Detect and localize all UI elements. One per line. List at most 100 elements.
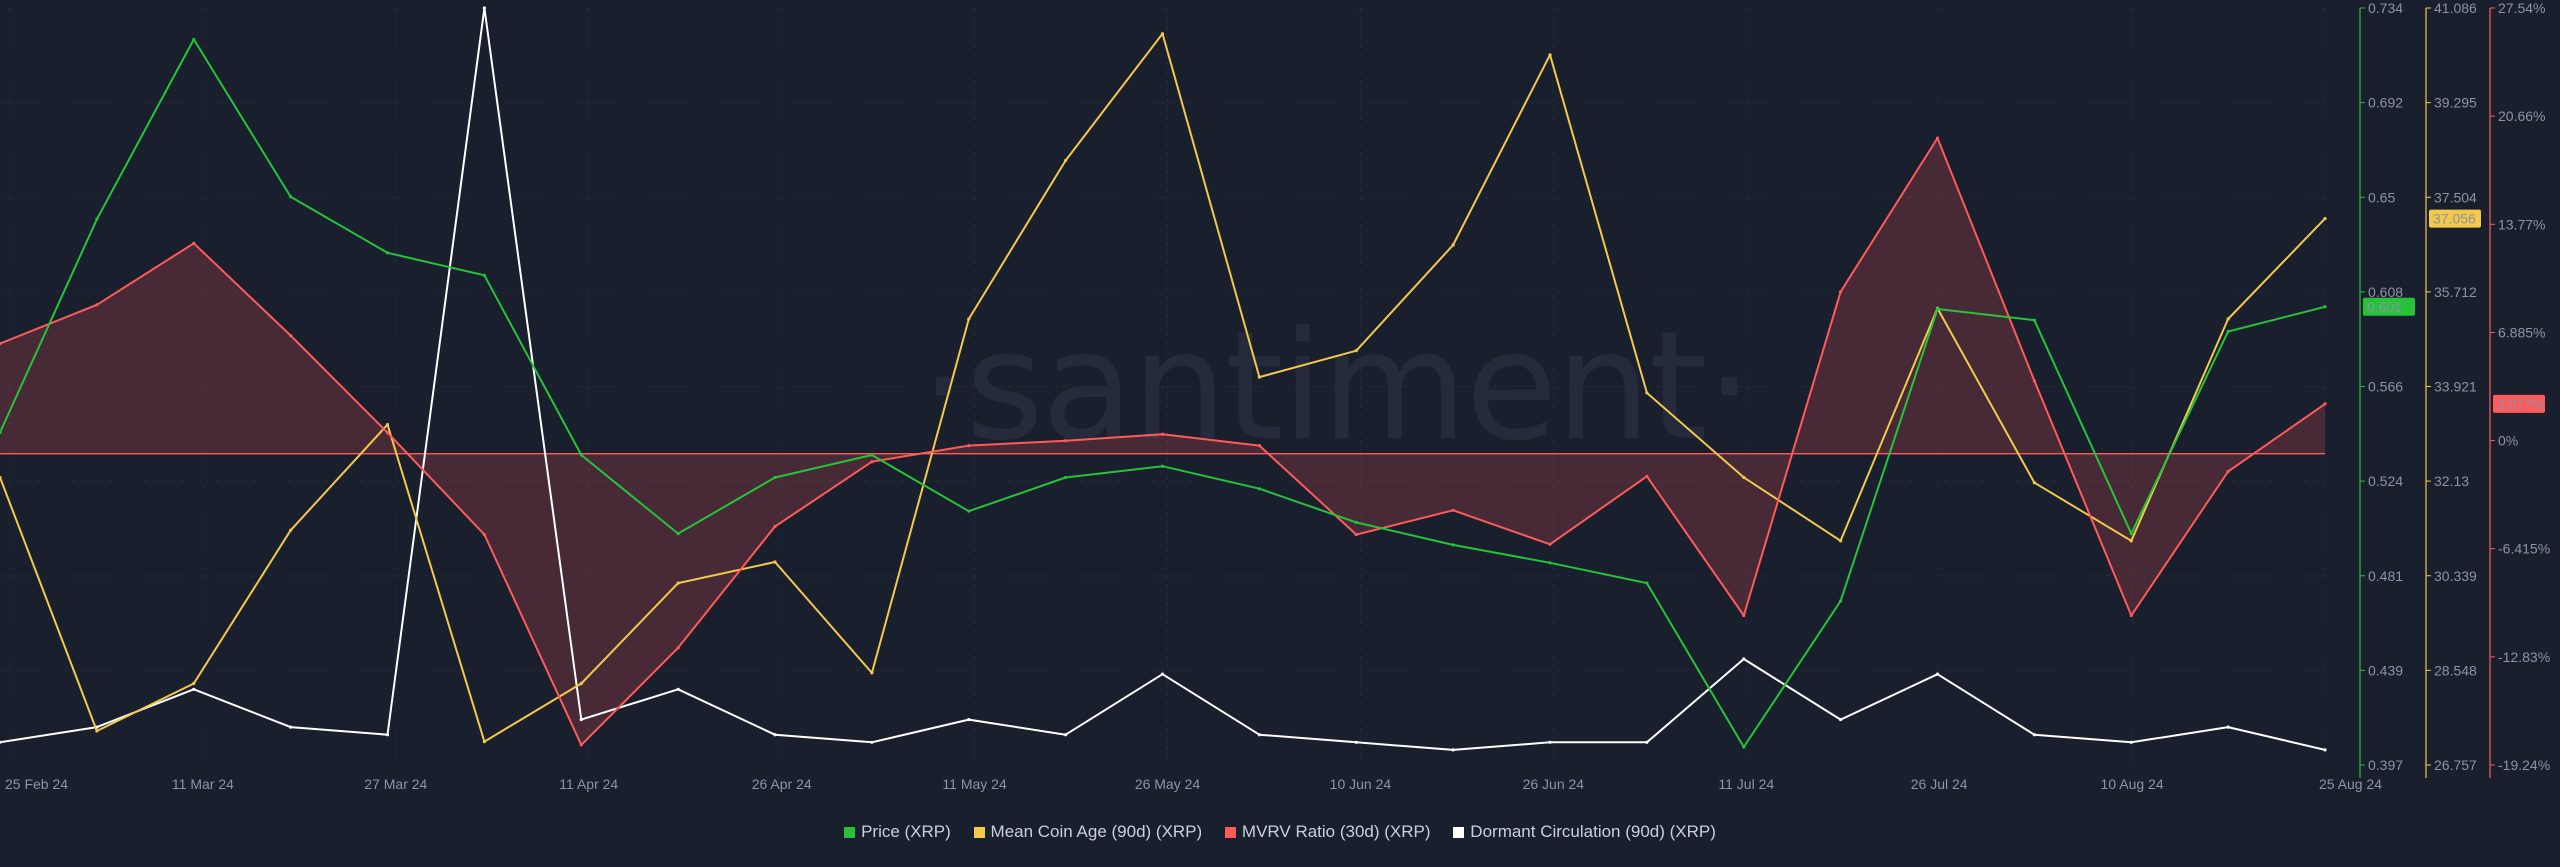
legend-item-mvrv[interactable]: MVRV Ratio (30d) (XRP) xyxy=(1224,822,1431,842)
x-tick-label: 27 Mar 24 xyxy=(364,776,427,792)
mvrv-current-value-tag: 3.077% xyxy=(2493,394,2545,413)
data-point-mvrv-ratio-30d-xrp xyxy=(289,333,293,338)
data-point-mean-coin-age-90d-xrp xyxy=(482,739,486,744)
axis-tick-label: 20.66% xyxy=(2498,108,2545,124)
y-axis-price: 0.734 0.692 0.65 0.608 0.566 0.524 0.481 0.439 0… xyxy=(2359,0,2403,778)
data-point-mvrv-ratio-30d-xrp xyxy=(1257,443,1261,448)
axis-tick-label: 0.734 xyxy=(2368,0,2403,16)
data-point-mvrv-ratio-30d-xrp xyxy=(192,241,196,245)
data-point-mvrv-ratio-30d-xrp xyxy=(967,443,971,448)
data-point-price-xrp xyxy=(1160,464,1165,468)
data-point-mvrv-ratio-30d-xrp xyxy=(95,303,99,307)
data-point-dormant-circulation-90d-xrp xyxy=(1839,717,1843,722)
data-point-dormant-circulation-90d-xrp xyxy=(1645,740,1649,744)
axis-tick-label: 0.566 xyxy=(2368,379,2403,395)
data-point-price-xrp xyxy=(967,509,971,513)
x-tick-label: 25 Feb 24 xyxy=(5,776,68,792)
data-point-dormant-circulation-90d-xrp xyxy=(2129,740,2133,744)
data-point-price-xrp xyxy=(1064,475,1068,480)
data-point-mean-coin-age-90d-xrp xyxy=(192,681,196,686)
legend-label-mean-coin-age: Mean Coin Age (90d) (XRP) xyxy=(990,822,1203,841)
axis-tick-label: 26.757 xyxy=(2434,757,2477,773)
x-tick-label: 10 Jun 24 xyxy=(1330,776,1392,792)
data-point-mean-coin-age-90d-xrp xyxy=(1742,475,1746,480)
data-point-mean-coin-age-90d-xrp xyxy=(289,528,293,532)
data-point-mean-coin-age-90d-xrp xyxy=(0,475,2,480)
x-tick-label: 11 Apr 24 xyxy=(559,776,618,792)
legend-item-dormant[interactable]: Dormant Circulation (90d) (XRP) xyxy=(1453,822,1716,842)
data-point-price-xrp xyxy=(95,217,99,221)
data-point-mvrv-ratio-30d-xrp xyxy=(1645,474,1649,478)
data-point-dormant-circulation-90d-xrp xyxy=(1354,740,1358,744)
data-point-mean-coin-age-90d-xrp xyxy=(1354,349,1358,353)
y-axis-mvrv: 27.54% 20.66% 13.77% 6.885% 0% -6.415% -12.83%… xyxy=(2489,0,2550,778)
axis-tick-label: 0.439 xyxy=(2368,662,2403,678)
data-point-mean-coin-age-90d-xrp xyxy=(2129,539,2133,543)
x-tick-label: 11 Mar 24 xyxy=(172,776,234,792)
data-point-mean-coin-age-90d-xrp xyxy=(2323,216,2327,221)
axis-tick-label: 0% xyxy=(2498,433,2518,449)
value-tag-text: 3.077% xyxy=(2497,396,2544,412)
x-tick-label: 26 Jul 24 xyxy=(1911,776,1968,792)
axis-tick-label: 0.608 xyxy=(2368,284,2403,300)
data-point-mvrv-ratio-30d-xrp xyxy=(482,532,486,537)
data-point-mean-coin-age-90d-xrp xyxy=(870,671,874,675)
data-point-price-xrp xyxy=(385,251,390,255)
data-point-dormant-circulation-90d-xrp xyxy=(482,6,486,10)
axis-tick-label: 37.504 xyxy=(2434,189,2477,205)
mvrv-area xyxy=(0,138,2325,745)
x-tick-label: 26 Jun 24 xyxy=(1523,776,1585,792)
axis-tick-label: 28.548 xyxy=(2434,662,2477,678)
legend-swatch-mean-coin-age xyxy=(973,827,985,838)
data-point-mean-coin-age-90d-xrp xyxy=(95,729,99,733)
mean-coin-age-current-value-tag: 37.056 xyxy=(2429,209,2481,228)
value-tag-text: 0.601 xyxy=(2367,299,2402,315)
data-point-mvrv-ratio-30d-xrp xyxy=(676,646,680,650)
data-point-dormant-circulation-90d-xrp xyxy=(967,717,971,722)
data-point-dormant-circulation-90d-xrp xyxy=(1064,733,1068,737)
data-point-dormant-circulation-90d-xrp xyxy=(1257,733,1261,737)
data-point-dormant-circulation-90d-xrp xyxy=(1935,672,1940,676)
data-point-dormant-circulation-90d-xrp xyxy=(579,717,583,722)
data-point-dormant-circulation-90d-xrp xyxy=(385,733,390,737)
legend-item-price[interactable]: Price (XRP) xyxy=(844,822,951,842)
data-point-dormant-circulation-90d-xrp xyxy=(2226,725,2230,729)
data-point-mvrv-ratio-30d-xrp xyxy=(1064,439,1068,443)
legend-item-mean-coin-age[interactable]: Mean Coin Age (90d) (XRP) xyxy=(973,822,1203,842)
x-axis: 25 Feb 24 11 Mar 24 27 Mar 24 11 Apr 24 26 A… xyxy=(5,776,2382,792)
data-point-dormant-circulation-90d-xrp xyxy=(1451,748,1455,752)
data-point-mvrv-ratio-30d-xrp xyxy=(1548,542,1552,546)
axis-tick-label: 0.481 xyxy=(2368,568,2403,584)
axis-tick-label: 35.712 xyxy=(2434,284,2477,300)
axis-tick-label: 39.295 xyxy=(2434,95,2477,111)
data-point-mvrv-ratio-30d-xrp xyxy=(2323,402,2327,406)
data-point-dormant-circulation-90d-xrp xyxy=(870,740,874,744)
x-tick-label: 25 Aug 24 xyxy=(2319,776,2382,792)
data-point-dormant-circulation-90d-xrp xyxy=(0,740,2,744)
value-tag-text: 37.056 xyxy=(2433,211,2476,227)
data-point-price-xrp xyxy=(773,475,777,480)
data-point-dormant-circulation-90d-xrp xyxy=(2032,733,2036,737)
data-point-mvrv-ratio-30d-xrp xyxy=(0,342,2,346)
data-point-dormant-circulation-90d-xrp xyxy=(1742,657,1746,661)
legend: Price (XRP) Mean Coin Age (90d) (XRP) MV… xyxy=(0,822,2560,842)
legend-label-dormant: Dormant Circulation (90d) (XRP) xyxy=(1470,822,1716,841)
data-point-dormant-circulation-90d-xrp xyxy=(2323,748,2327,752)
legend-label-mvrv: MVRV Ratio (30d) (XRP) xyxy=(1241,822,1431,841)
data-point-price-xrp xyxy=(482,273,486,277)
data-point-mvrv-ratio-30d-xrp xyxy=(2226,469,2230,474)
axis-tick-label: -12.83% xyxy=(2498,649,2550,665)
data-point-mvrv-ratio-30d-xrp xyxy=(1935,136,1940,140)
data-point-price-xrp xyxy=(2129,532,2133,536)
data-point-mean-coin-age-90d-xrp xyxy=(1160,32,1165,36)
axis-tick-label: 0.692 xyxy=(2368,95,2403,111)
data-point-dormant-circulation-90d-xrp xyxy=(1160,672,1165,676)
data-point-mean-coin-age-90d-xrp xyxy=(2032,481,2036,485)
legend-swatch-mvrv xyxy=(1224,827,1236,838)
x-tick-label: 26 May 24 xyxy=(1135,776,1201,792)
data-point-mean-coin-age-90d-xrp xyxy=(1645,391,1649,395)
data-point-dormant-circulation-90d-xrp xyxy=(289,725,293,729)
data-point-mean-coin-age-90d-xrp xyxy=(1064,158,1068,163)
data-point-mvrv-ratio-30d-xrp xyxy=(773,524,777,529)
